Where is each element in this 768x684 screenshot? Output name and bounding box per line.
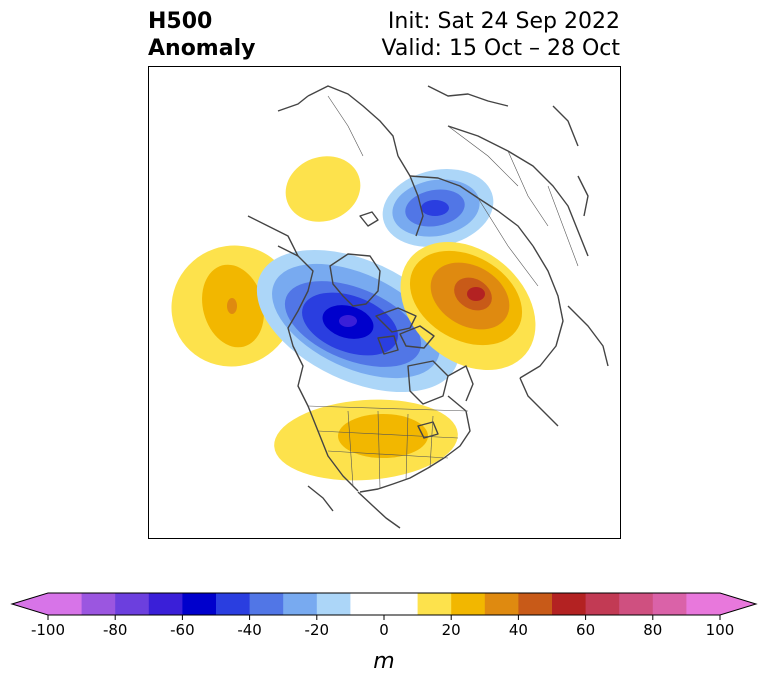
anomaly-trough-eurasia bbox=[382, 169, 494, 247]
title-init: Init: Sat 24 Sep 2022 bbox=[387, 9, 620, 34]
colorbar-bin bbox=[48, 593, 83, 615]
anomaly-ridge-siberia bbox=[400, 241, 536, 371]
map-frame bbox=[148, 66, 621, 539]
colorbar-bin bbox=[316, 593, 351, 615]
colorbar-bin bbox=[283, 593, 318, 615]
title-h500: H500 bbox=[148, 9, 213, 34]
colorbar-bins bbox=[10, 592, 758, 616]
colorbar-bin bbox=[451, 593, 486, 615]
colorbar-tick-label: 40 bbox=[509, 621, 528, 639]
colorbar-bin bbox=[148, 593, 183, 615]
colorbar-tick-label: -100 bbox=[31, 621, 65, 639]
colorbar-bin bbox=[518, 593, 553, 615]
colorbar-tick-label: -20 bbox=[305, 621, 330, 639]
colorbar-bin bbox=[216, 593, 251, 615]
colorbar-ticks: -100 -80 -60 -40 -20 0 20 40 60 80 100 bbox=[31, 615, 734, 639]
colorbar: -100 -80 -60 -40 -20 0 20 40 60 80 100 m bbox=[10, 592, 758, 674]
colorbar-bin bbox=[686, 593, 721, 615]
colorbar-bin bbox=[652, 593, 687, 615]
colorbar-bin bbox=[182, 593, 217, 615]
colorbar-extend-over bbox=[720, 593, 756, 615]
title-right: Init: Sat 24 Sep 2022 Valid: 15 Oct – 28… bbox=[382, 8, 620, 62]
colorbar-tick-label: -40 bbox=[237, 621, 262, 639]
colorbar-tick-label: -80 bbox=[103, 621, 128, 639]
colorbar-bin bbox=[585, 593, 620, 615]
colorbar-extend-under bbox=[12, 593, 48, 615]
title-valid: Valid: 15 Oct – 28 Oct bbox=[381, 36, 620, 61]
colorbar-bin bbox=[417, 593, 452, 615]
colorbar-bin bbox=[249, 593, 284, 615]
colorbar-bin bbox=[552, 593, 587, 615]
colorbar-tick-label: 20 bbox=[442, 621, 461, 639]
colorbar-unit-label: m bbox=[373, 649, 394, 674]
colorbar-bin bbox=[115, 593, 150, 615]
anomaly-map bbox=[148, 66, 621, 539]
political-borders bbox=[307, 95, 579, 489]
colorbar-tick-label: 100 bbox=[706, 621, 735, 639]
colorbar-bin bbox=[81, 593, 116, 615]
anomaly-ridge-alaska bbox=[285, 156, 361, 222]
title-anomaly: Anomaly bbox=[148, 36, 256, 61]
anomaly-ridge-north-america bbox=[274, 399, 458, 481]
colorbar-tick-label: -60 bbox=[170, 621, 195, 639]
colorbar-bin bbox=[350, 593, 385, 615]
colorbar-bin bbox=[619, 593, 654, 615]
colorbar-bin bbox=[384, 593, 419, 615]
colorbar-tick-label: 80 bbox=[643, 621, 662, 639]
title-left: H500 Anomaly bbox=[148, 8, 255, 62]
colorbar-tick-label: 0 bbox=[379, 621, 389, 639]
colorbar-bin bbox=[484, 593, 519, 615]
colorbar-tick-label: 60 bbox=[576, 621, 595, 639]
